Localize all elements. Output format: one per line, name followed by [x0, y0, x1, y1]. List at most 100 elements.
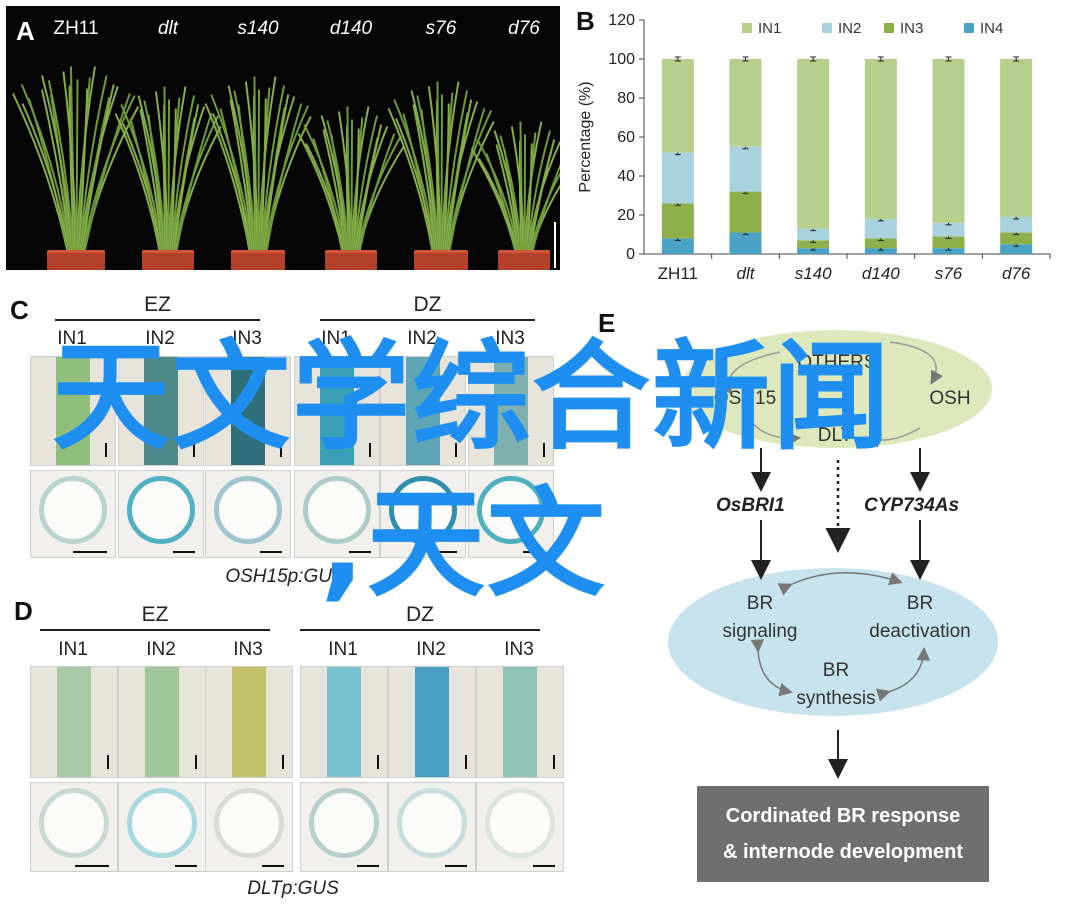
leaf-blade: [440, 94, 444, 253]
panel-letter-c: C: [10, 295, 29, 325]
leaf-blade: [395, 118, 436, 253]
pot-6: [498, 250, 550, 270]
x-tick-label: s140: [795, 264, 832, 283]
bar-in4-dlt: [729, 232, 762, 254]
leaf-blade: [244, 81, 259, 253]
gus-stained-strip: [144, 357, 178, 465]
leaf-blade: [297, 133, 344, 253]
br-signaling-line2: signaling: [722, 621, 798, 642]
leaf-blade: [448, 108, 486, 253]
longitudinal-section-1: [30, 666, 118, 778]
scale-bar: [465, 755, 467, 769]
stem-cross-section: [39, 788, 109, 858]
gus-stained-strip: [231, 667, 267, 777]
leaf-blade: [350, 119, 354, 253]
longitudinal-section-4: [294, 356, 380, 466]
response-line2: & internode development: [722, 841, 964, 863]
stem-cross-section: [389, 476, 457, 544]
leaf-blade: [320, 115, 349, 253]
gus-stained-strip: [502, 667, 538, 777]
leaf-blade: [260, 85, 286, 253]
longitudinal-section-3: [205, 666, 293, 778]
internode-label-2: IN2: [145, 328, 175, 349]
leaf-blade: [212, 113, 253, 253]
legend-label-in2: IN2: [838, 20, 861, 37]
plant-1: [12, 66, 140, 253]
bar-in1-s76: [932, 59, 965, 223]
leaf-blade: [257, 89, 261, 253]
leaf-blade: [410, 90, 439, 253]
leaf-blade: [303, 124, 346, 253]
scale-bar: [260, 551, 282, 553]
leaf-blade: [427, 86, 442, 253]
bar-in3-d76: [1000, 232, 1033, 245]
y-tick-label: 100: [608, 51, 635, 68]
internode-label-4: IN1: [328, 639, 358, 660]
cross-section-3: [205, 782, 293, 872]
br-synthesis-line2: synthesis: [796, 688, 876, 709]
leaf-blade: [210, 94, 253, 253]
zone-label-ez: EZ: [141, 603, 169, 626]
zone-label-ez: EZ: [144, 293, 171, 316]
legend-label-in4: IN4: [980, 20, 1003, 37]
bar-in4-zh11: [661, 238, 694, 254]
bar-in4-d140: [864, 248, 897, 254]
bar-in3-s76: [932, 236, 965, 249]
scale-bar: [193, 443, 195, 457]
bar-in2-s140: [797, 228, 830, 241]
leaf-blade: [525, 143, 533, 253]
cross-section-5: [388, 782, 476, 872]
gus-stained-strip: [326, 667, 362, 777]
cross-section-4: [294, 470, 380, 558]
scale-bar: [280, 443, 282, 457]
x-tick-label: d140: [862, 264, 900, 283]
br-synthesis-line1: BR: [822, 660, 850, 681]
panel-letter-b: B: [576, 6, 595, 36]
panel-letter-e: E: [598, 308, 616, 338]
stem-cross-section: [214, 788, 284, 858]
leaf-blade: [470, 147, 517, 253]
zone-label-dz: DZ: [413, 293, 442, 316]
leaf-blade: [137, 95, 166, 253]
scale-bar: [349, 551, 371, 553]
leaf-blade: [412, 104, 437, 253]
leaf-blade: [356, 124, 383, 253]
leaf-blade: [265, 103, 303, 253]
leaf-blade: [173, 104, 200, 253]
gus-stained-strip: [56, 667, 92, 777]
diagram-arrows: [720, 341, 944, 779]
legend-swatch-in2: [822, 23, 832, 33]
zone-underline: [40, 629, 270, 631]
pot-2: [142, 250, 194, 270]
leaf-blade: [78, 75, 108, 253]
gus-stained-strip: [406, 357, 440, 465]
y-tick-label: 60: [617, 129, 635, 146]
others-label: OTHERS: [797, 352, 877, 373]
leaf-blade: [75, 79, 79, 253]
longitudinal-section-6: [468, 356, 554, 466]
bar-in2-d140: [864, 218, 897, 239]
br-synthesis-label: BR synthesis: [776, 657, 896, 713]
cross-section-1: [30, 782, 118, 872]
bar-in3-dlt: [729, 191, 762, 233]
cross-section-3: [205, 470, 291, 558]
bar-in4-s76: [932, 248, 965, 254]
watermark-line-1: 天文学综合新闻: [52, 328, 893, 466]
longitudinal-section-3: [205, 356, 291, 466]
leaf-blade: [77, 77, 91, 253]
leaf-blade: [493, 130, 522, 253]
zone-label-dz: DZ: [406, 603, 434, 626]
legend-swatch-in1: [742, 23, 752, 33]
internode-label-3: IN3: [233, 639, 263, 660]
gus-stained-strip: [494, 357, 528, 465]
cross-section-1: [30, 470, 116, 558]
pot-3: [231, 250, 285, 270]
internode-label-6: IN3: [504, 639, 534, 660]
scale-bar: [533, 865, 555, 867]
leaf-blade: [326, 120, 350, 253]
leaf-blade: [523, 134, 527, 253]
leaf-blade: [170, 95, 196, 253]
plant-label-6: d76: [508, 18, 540, 39]
stem-cross-section: [477, 476, 545, 544]
leaf-blade: [526, 130, 552, 253]
